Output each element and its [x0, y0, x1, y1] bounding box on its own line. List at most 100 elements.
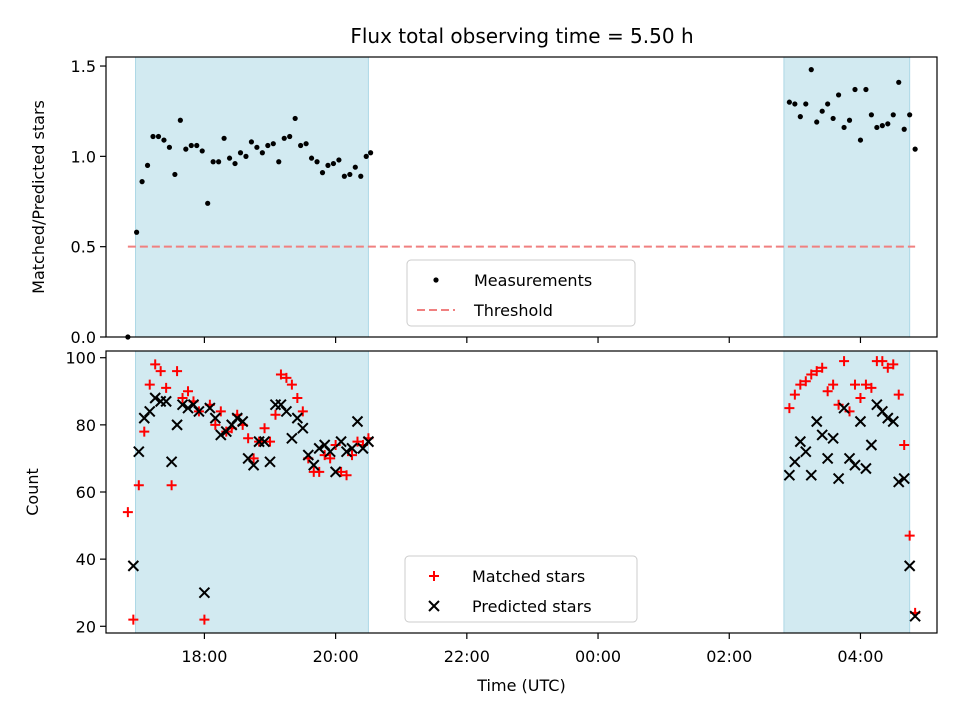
x-tick-label: 18:00	[181, 647, 227, 666]
measurement-point	[835, 92, 842, 98]
matched-star-marker	[286, 379, 297, 390]
predicted-star-marker	[313, 442, 325, 455]
x-tick-label: 22:00	[444, 647, 490, 666]
matched-star-marker	[265, 436, 276, 447]
x-tick-label: 02:00	[706, 647, 752, 666]
predicted-star-marker	[165, 456, 178, 468]
matched-star-marker	[811, 366, 822, 377]
y-axis-label: Count	[23, 468, 42, 516]
measurement-point	[358, 173, 364, 179]
measurement-point	[808, 67, 814, 73]
matched-star-marker	[817, 362, 828, 373]
x-axis-label: Time (UTC)	[476, 676, 565, 695]
predicted-star-marker	[329, 466, 342, 478]
predicted-star-marker	[854, 415, 867, 428]
measurement-point	[368, 150, 374, 156]
x-tick-label: 20:00	[313, 647, 359, 666]
y-tick-label: 0.0	[71, 328, 96, 347]
measurement-point	[172, 171, 178, 178]
measurement-point	[852, 86, 858, 93]
measurement-point	[841, 124, 847, 131]
predicted-star-marker	[291, 412, 304, 424]
predicted-star-marker	[215, 429, 227, 441]
ratio-panel: 0.0 0.5 1.0 1.5 Matched/Predicted stars Measu…	[29, 56, 938, 347]
measurement-point	[226, 155, 233, 161]
matched-star-marker	[210, 419, 221, 430]
matched-star-marker	[144, 379, 155, 390]
measurement-point	[314, 159, 320, 165]
measurement-point	[319, 170, 326, 176]
y-tick-label: 20	[76, 617, 96, 636]
matched-star-marker	[215, 406, 226, 417]
matched-star-marker	[325, 453, 336, 464]
matched-star-marker	[248, 453, 259, 464]
predicted-star-marker	[811, 415, 823, 428]
measurement-point	[901, 126, 907, 132]
predicted-star-marker	[789, 456, 801, 468]
matched-star-marker	[139, 426, 150, 437]
measurement-point	[216, 159, 222, 165]
matched-star-marker	[297, 406, 308, 417]
matched-star-marker	[893, 389, 904, 400]
matched-star-marker	[199, 614, 210, 625]
measurement-point	[308, 155, 315, 161]
matched-star-marker	[183, 386, 194, 397]
matched-star-marker	[860, 379, 871, 390]
measurement-point	[276, 159, 282, 165]
matched-star-marker	[133, 480, 144, 491]
measurement-point	[885, 121, 891, 127]
measurement-point	[797, 114, 803, 120]
matched-star-marker	[177, 393, 188, 403]
measurement-point	[879, 123, 885, 129]
predicted-star-marker	[832, 472, 845, 485]
plot-frame	[105, 56, 938, 338]
measurement-point	[912, 146, 918, 152]
measurement-point	[814, 119, 820, 125]
measurement-point	[232, 160, 238, 167]
measurement-point	[259, 150, 265, 156]
observing-window-shade	[135, 350, 369, 634]
measurement-point	[292, 115, 298, 122]
predicted-star-marker	[821, 452, 834, 465]
legend-label: Predicted stars	[472, 597, 592, 616]
predicted-star-marker	[171, 419, 183, 431]
predicted-star-marker	[193, 405, 205, 418]
y-tick-label: 1.5	[71, 57, 96, 76]
predicted-star-marker	[231, 412, 243, 424]
predicted-star-marker	[236, 415, 249, 428]
matched-star-marker	[789, 389, 800, 400]
predicted-star-marker	[898, 472, 910, 485]
predicted-star-marker	[362, 435, 375, 448]
measurement-point	[363, 153, 369, 159]
matched-star-marker	[122, 507, 133, 518]
predicted-star-marker	[805, 469, 817, 481]
predicted-star-marker	[127, 560, 140, 572]
measurement-point	[194, 142, 200, 149]
matched-star-marker	[899, 440, 910, 450]
count-panel: 20 40 60 80 100 18:00 20:00 22:00 00:00 02:00 04:0…	[23, 349, 938, 695]
measurement-point	[325, 162, 331, 168]
predicted-star-marker	[887, 415, 899, 428]
chart-title: Flux total observing time = 5.50 h	[350, 24, 693, 48]
predicted-star-marker	[144, 405, 156, 418]
measurement-point	[134, 229, 140, 235]
matched-star-marker	[243, 433, 254, 444]
matched-star-marker	[855, 393, 866, 403]
measurement-point	[177, 117, 183, 123]
predicted-star-marker	[794, 435, 807, 448]
measurement-point	[857, 137, 864, 143]
legend-label: Threshold	[473, 301, 553, 320]
matched-star-marker	[150, 359, 161, 370]
measurement-point	[155, 133, 162, 140]
predicted-star-marker	[247, 459, 260, 471]
predicted-star-marker	[160, 395, 172, 408]
predicted-star-marker	[340, 446, 353, 458]
predicted-star-marker	[302, 449, 314, 461]
predicted-star-marker	[280, 405, 293, 418]
measurement-point	[150, 133, 156, 140]
observing-window-shade	[135, 56, 369, 338]
matched-star-marker	[341, 470, 352, 481]
predicted-star-marker	[324, 446, 336, 458]
matched-star-marker	[270, 409, 281, 420]
